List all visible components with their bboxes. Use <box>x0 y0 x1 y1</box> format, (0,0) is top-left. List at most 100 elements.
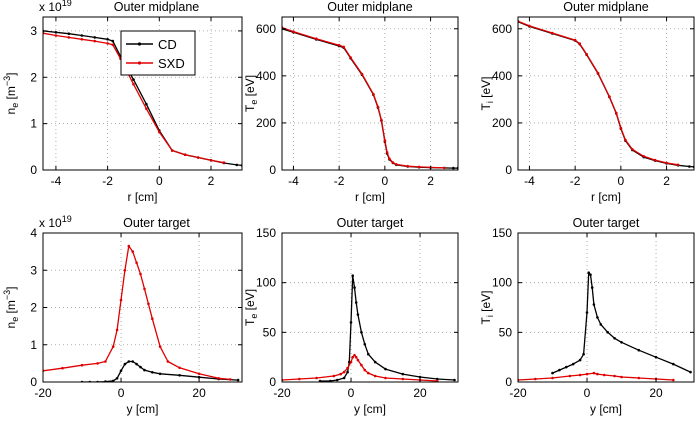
data-point-cd <box>587 271 590 275</box>
data-point-cd <box>582 352 585 356</box>
data-point-cd <box>351 274 355 278</box>
data-point-sxd <box>384 376 387 380</box>
chart-title: Outer midplane <box>114 0 200 14</box>
y-tick-label: 1 <box>30 117 37 131</box>
y-tick-label: 0 <box>269 163 276 177</box>
chart-title: Outer midplane <box>563 0 649 14</box>
legend-marker-sxd <box>137 61 142 65</box>
y-axis-label: Ti [eV] <box>479 76 495 110</box>
data-point-sxd <box>292 30 295 33</box>
data-point-cd <box>453 378 456 382</box>
scale-factor: x 1019 <box>39 0 72 14</box>
series-line-sxd <box>282 354 438 382</box>
x-tick-label: 2 <box>663 174 670 188</box>
data-point-cd <box>599 323 603 326</box>
data-point-sxd <box>80 38 84 41</box>
data-point-sxd <box>346 366 349 370</box>
legend-box <box>120 30 196 76</box>
x-tick-label: -20 <box>273 386 291 400</box>
data-point-sxd <box>596 372 599 376</box>
data-point-cd <box>135 362 138 366</box>
data-point-cd <box>436 377 439 381</box>
data-point-sxd <box>360 72 364 76</box>
data-point-cd <box>565 365 568 369</box>
data-point-sxd <box>119 298 123 302</box>
data-point-sxd <box>631 148 634 151</box>
x-axis-label: r [cm] <box>355 190 385 204</box>
data-point-cd <box>342 376 346 380</box>
data-point-sxd <box>106 42 109 45</box>
y-tick-label: 100 <box>492 276 512 290</box>
data-point-sxd <box>315 376 318 380</box>
data-point-sxd <box>131 250 134 253</box>
y-tick-label: 2 <box>30 301 37 315</box>
scale-factor: x 1019 <box>39 214 72 230</box>
x-tick-label: -20 <box>509 386 527 400</box>
y-tick-label: 50 <box>263 325 277 339</box>
data-point-cd <box>452 166 455 170</box>
plot-frame <box>42 16 243 171</box>
series-line-sxd <box>518 20 679 166</box>
data-point-sxd <box>170 149 174 152</box>
data-point-sxd <box>619 126 623 130</box>
data-point-cd <box>637 348 641 352</box>
data-point-cd <box>111 39 115 43</box>
data-point-sxd <box>385 151 389 154</box>
y-tick-label: 4 <box>30 226 37 240</box>
data-point-cd <box>689 370 692 374</box>
data-point-cd <box>558 368 561 372</box>
y-tick-label: 0 <box>269 375 276 389</box>
data-point-cd <box>672 362 675 366</box>
x-tick-label: -20 <box>34 386 52 400</box>
data-point-cd <box>151 371 154 374</box>
data-point-sxd <box>578 42 581 45</box>
data-point-sxd <box>391 161 395 164</box>
data-point-cd <box>401 372 405 376</box>
legend-label-sxd: SXD <box>158 56 185 71</box>
data-point-cd <box>349 321 353 324</box>
data-point-sxd <box>380 118 383 122</box>
x-tick-label: -2 <box>334 174 345 188</box>
data-point-sxd <box>401 377 405 381</box>
data-point-sxd <box>367 371 370 375</box>
data-point-sxd <box>132 82 135 86</box>
data-point-cd <box>353 286 356 289</box>
data-point-cd <box>589 273 592 277</box>
data-point-sxd <box>111 43 115 47</box>
data-point-sxd <box>349 56 352 59</box>
data-point-sxd <box>615 111 618 115</box>
x-tick-label: 20 <box>413 386 427 400</box>
data-point-cd <box>335 378 339 382</box>
data-point-sxd <box>298 377 301 381</box>
y-tick-label: 0 <box>505 375 512 389</box>
data-point-sxd <box>222 161 226 164</box>
y-axis-label: Ti [eV] <box>479 290 495 324</box>
y-tick-label: 1 <box>30 338 37 352</box>
data-point-sxd <box>372 92 375 96</box>
data-point-cd <box>590 286 594 289</box>
data-point-sxd <box>151 317 154 321</box>
y-tick-label: 3 <box>30 263 37 277</box>
x-axis-label: r [cm] <box>591 190 621 204</box>
data-point-cd <box>119 369 123 373</box>
y-tick-label: 200 <box>492 116 512 130</box>
x-tick-label: 0 <box>348 386 355 400</box>
series-line-sxd <box>518 372 674 381</box>
data-point-sxd <box>642 155 645 158</box>
data-point-cd <box>123 362 127 366</box>
y-tick-label: 600 <box>492 22 512 36</box>
y-axis-label: ne [m−3] <box>2 73 20 115</box>
data-point-sxd <box>443 166 446 170</box>
data-point-sxd <box>127 244 131 248</box>
data-point-cd <box>318 379 322 382</box>
series-group <box>518 19 694 169</box>
data-point-sxd <box>603 373 606 377</box>
data-point-sxd <box>406 164 410 168</box>
data-point-sxd <box>363 368 367 372</box>
data-point-sxd <box>339 372 343 376</box>
series-group <box>282 274 456 382</box>
data-point-sxd <box>608 95 611 98</box>
data-point-sxd <box>145 107 148 111</box>
data-point-cd <box>111 379 115 382</box>
